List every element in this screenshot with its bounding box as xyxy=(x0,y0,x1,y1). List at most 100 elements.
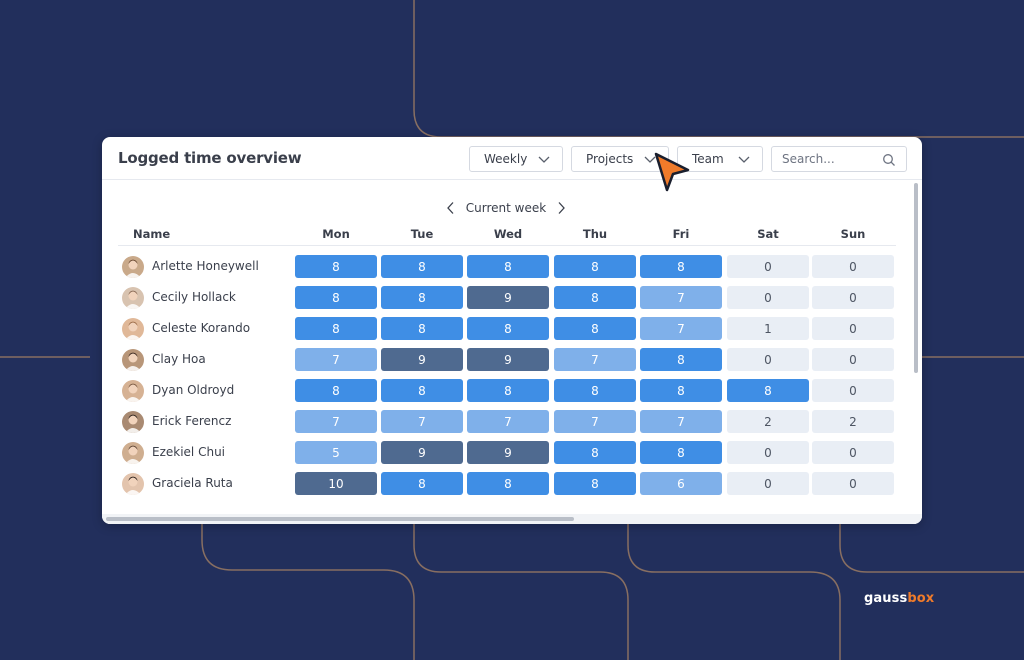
person-name: Erick Ferencz xyxy=(152,414,232,428)
search-input[interactable]: Search... xyxy=(771,146,907,172)
hours-cell[interactable]: 0 xyxy=(812,317,894,340)
projects-dropdown-label: Projects xyxy=(586,152,634,166)
avatar xyxy=(122,380,144,402)
column-header-sun: Sun xyxy=(840,227,866,241)
team-dropdown[interactable]: Team xyxy=(677,146,763,172)
hours-cell[interactable]: 0 xyxy=(727,348,809,371)
hours-cell[interactable]: 7 xyxy=(640,286,722,309)
hours-cell[interactable]: 8 xyxy=(295,286,377,309)
hours-cell[interactable]: 8 xyxy=(295,379,377,402)
avatar xyxy=(122,411,144,433)
hours-cell[interactable]: 8 xyxy=(467,255,549,278)
hours-cell[interactable]: 0 xyxy=(812,379,894,402)
hours-cell[interactable]: 8 xyxy=(554,441,636,464)
hours-cell[interactable]: 8 xyxy=(640,348,722,371)
hours-cell[interactable]: 10 xyxy=(295,472,377,495)
search-placeholder: Search... xyxy=(782,152,835,166)
avatar xyxy=(122,473,144,495)
hours-cell[interactable]: 0 xyxy=(727,441,809,464)
hours-cell[interactable]: 9 xyxy=(467,348,549,371)
hours-cell[interactable]: 8 xyxy=(381,379,463,402)
page-title: Logged time overview xyxy=(118,149,302,167)
hours-cell[interactable]: 0 xyxy=(812,286,894,309)
week-navigator: Current week xyxy=(446,199,566,217)
horizontal-scrollbar[interactable] xyxy=(106,517,574,521)
hours-cell[interactable]: 8 xyxy=(554,472,636,495)
chevron-left-icon[interactable] xyxy=(446,201,456,215)
hours-cell[interactable]: 9 xyxy=(381,348,463,371)
hours-cell[interactable]: 8 xyxy=(381,472,463,495)
hours-cell[interactable]: 8 xyxy=(381,255,463,278)
person-name: Dyan Oldroyd xyxy=(152,383,235,397)
chevron-right-icon[interactable] xyxy=(556,201,566,215)
hours-cell[interactable]: 7 xyxy=(381,410,463,433)
table-row: Clay Hoa 7 9 9 7 8 0 0 xyxy=(118,345,896,376)
avatar xyxy=(122,256,144,278)
person-name: Graciela Ruta xyxy=(152,476,233,490)
hours-cell[interactable]: 8 xyxy=(640,255,722,278)
column-header-wed: Wed xyxy=(493,227,523,241)
hours-cell[interactable]: 5 xyxy=(295,441,377,464)
hours-cell[interactable]: 9 xyxy=(381,441,463,464)
hours-cell[interactable]: 7 xyxy=(467,410,549,433)
hours-cell[interactable]: 7 xyxy=(554,348,636,371)
table-row: Graciela Ruta 10 8 8 8 6 0 0 xyxy=(118,469,896,500)
brand-logo-part1: gauss xyxy=(864,591,908,606)
hours-cell[interactable]: 0 xyxy=(727,472,809,495)
period-dropdown-label: Weekly xyxy=(484,152,528,166)
person-name: Ezekiel Chui xyxy=(152,445,226,459)
column-header-thu: Thu xyxy=(582,227,608,241)
hours-cell[interactable]: 0 xyxy=(812,472,894,495)
hours-cell[interactable]: 8 xyxy=(554,379,636,402)
hours-cell[interactable]: 7 xyxy=(640,317,722,340)
column-header-tue: Tue xyxy=(410,227,434,241)
column-header-name: Name xyxy=(133,227,171,241)
vertical-scrollbar[interactable] xyxy=(914,183,918,373)
table-row: Celeste Korando 8 8 8 8 7 1 0 xyxy=(118,314,896,345)
hours-cell[interactable]: 8 xyxy=(640,379,722,402)
hours-cell[interactable]: 8 xyxy=(554,317,636,340)
hours-cell[interactable]: 0 xyxy=(727,255,809,278)
pointer-cursor-icon xyxy=(654,152,690,192)
hours-cell[interactable]: 0 xyxy=(727,286,809,309)
hours-cell[interactable]: 1 xyxy=(727,317,809,340)
hours-cell[interactable]: 8 xyxy=(640,441,722,464)
hours-cell[interactable]: 2 xyxy=(727,410,809,433)
hours-cell[interactable]: 7 xyxy=(640,410,722,433)
hours-cell[interactable]: 9 xyxy=(467,286,549,309)
hours-cell[interactable]: 8 xyxy=(295,255,377,278)
avatar xyxy=(122,318,144,340)
search-icon xyxy=(883,154,895,166)
hours-cell[interactable]: 7 xyxy=(554,410,636,433)
avatar xyxy=(122,442,144,464)
hours-cell[interactable]: 8 xyxy=(467,317,549,340)
hours-cell[interactable]: 8 xyxy=(467,472,549,495)
hours-cell[interactable]: 8 xyxy=(381,286,463,309)
table-row: Cecily Hollack 8 8 9 8 7 0 0 xyxy=(118,283,896,314)
hours-cell[interactable]: 6 xyxy=(640,472,722,495)
projects-dropdown[interactable]: Projects xyxy=(571,146,669,172)
hours-cell[interactable]: 8 xyxy=(467,379,549,402)
hours-cell[interactable]: 0 xyxy=(812,441,894,464)
chevron-down-icon xyxy=(538,156,550,163)
hours-cell[interactable]: 7 xyxy=(295,348,377,371)
period-dropdown[interactable]: Weekly xyxy=(469,146,563,172)
hours-cell[interactable]: 7 xyxy=(295,410,377,433)
hours-cell[interactable]: 8 xyxy=(381,317,463,340)
panel-header: Logged time overview Weekly Projects Tea… xyxy=(102,137,922,180)
hours-cell[interactable]: 0 xyxy=(812,255,894,278)
table-header: Name Mon Tue Wed Thu Fri Sat Sun xyxy=(118,225,896,246)
hours-cell[interactable]: 8 xyxy=(727,379,809,402)
hours-cell[interactable]: 9 xyxy=(467,441,549,464)
table-row: Dyan Oldroyd 8 8 8 8 8 8 0 xyxy=(118,376,896,407)
chevron-down-icon xyxy=(644,156,656,163)
hours-cell[interactable]: 8 xyxy=(295,317,377,340)
hours-cell[interactable]: 2 xyxy=(812,410,894,433)
hours-cell[interactable]: 0 xyxy=(812,348,894,371)
person-name: Arlette Honeywell xyxy=(152,259,259,273)
hours-cell[interactable]: 8 xyxy=(554,255,636,278)
hours-cell[interactable]: 8 xyxy=(554,286,636,309)
table-row: Arlette Honeywell 8 8 8 8 8 0 0 xyxy=(118,252,896,283)
week-label: Current week xyxy=(465,201,547,215)
